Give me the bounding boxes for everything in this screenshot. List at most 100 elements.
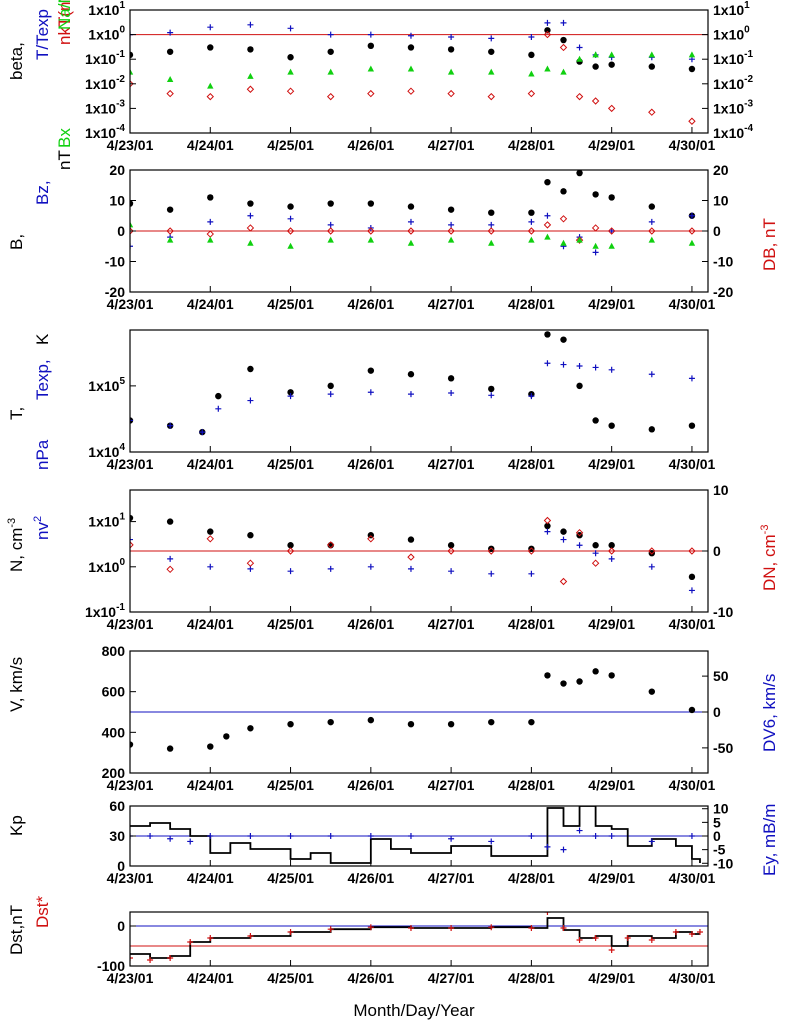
y-axis-label: nPa [33,439,52,470]
series-1-point [167,955,174,961]
series-1-point [544,19,551,26]
series-1-point [576,44,583,51]
series-1-point [648,218,655,225]
x-tick-label: 4/24/01 [187,456,234,472]
x-tick-label: 4/26/01 [347,616,394,632]
y-axis-label: Dst* [33,896,52,929]
series-1-point [367,389,374,396]
series-1-point [167,29,174,36]
y-tick-label: 0 [117,223,125,239]
series-2-point [591,559,600,567]
x-tick-label: 4/29/01 [588,137,635,153]
x-tick-label: 4/25/01 [267,970,314,986]
x-tick-label: 4/28/01 [508,137,555,153]
x-tick-label: 4/24/01 [187,777,234,793]
series-1-point [407,391,414,398]
series-2-point [543,221,552,229]
series-3-point [327,236,334,243]
series-group [130,912,703,963]
x-tick-label: 4/25/01 [267,870,314,886]
series-1-point [407,925,414,931]
series-0-point [327,48,334,55]
right-axis-label: DV6, km/s [760,674,779,752]
x-tick-label: 4/26/01 [347,137,394,153]
series-1-point [408,810,414,816]
x-tick-label: 4/29/01 [588,870,635,886]
series-1-point [609,819,615,825]
series-0-point [688,706,696,714]
series-1-point [528,33,535,40]
series-0-point [447,375,455,382]
series-0-point [247,365,254,373]
series-3-point [287,242,294,249]
series-3-point [608,51,615,58]
series-1-point [608,947,615,953]
series-1-point [167,835,174,842]
series-1-point [696,929,703,935]
series-1-point [648,937,655,943]
right-tick-label: 1x10-1 [713,49,753,67]
series-0-point [576,170,583,177]
series-2-point [447,227,455,235]
series-0-point [560,528,567,535]
series-0-point [528,545,535,553]
series-0-point [287,721,294,728]
series-0-point [592,417,599,424]
series-1-point [488,221,495,228]
series-2-point [607,104,616,113]
x-tick-label: 4/26/01 [347,777,394,793]
series-1-point [688,375,695,382]
series-0-point [488,545,495,553]
x-tick-label: 4/25/01 [267,777,314,793]
series-3-point [447,68,455,75]
y-tick-label: 1x100 [88,557,125,575]
y-axis-label: nkT(nPa) [55,0,74,45]
series-0-point [488,48,495,55]
series-1-point [448,390,455,397]
series-0-point [247,46,254,53]
series-1-point [688,212,695,219]
series-1-point [560,19,567,26]
right-tick-label: -10 [713,254,733,270]
series-3-point [648,236,656,243]
series-2-point [166,565,174,574]
series-1-point [648,563,655,570]
series-1-point [688,833,695,839]
series-1-point [688,931,695,937]
series-0-point [688,422,696,429]
series-0-point [608,422,615,429]
series-2-point [559,577,568,586]
series-0-point [544,179,551,186]
series-3-point [407,65,415,72]
series-1-point [648,371,655,378]
series-2-point [527,227,536,235]
series-1-point [544,212,551,219]
series-3-point [688,239,696,246]
x-tick-label: 4/29/01 [588,296,635,312]
series-2-point [575,236,584,244]
series-3-point [528,70,535,77]
y-axis-label: N, cm-3 [6,518,26,572]
x-tick-label: 4/29/01 [588,970,635,986]
series-2-point [591,97,600,105]
series-3-point [207,82,214,89]
series-0-point [608,672,615,679]
series-0-point [215,392,222,400]
series-1-point [327,926,334,933]
series-0-point [592,668,599,675]
x-tick-label: 4/29/01 [588,456,635,472]
y-axis-label: nv2 [32,516,52,540]
series-group [130,170,696,256]
right-tick-label: -10 [713,855,733,871]
series-0-point [560,680,567,687]
series-3-point [592,242,599,249]
y-tick-label: 1x105 [88,376,125,394]
series-0-point [367,716,375,724]
series-1-point [327,31,334,38]
series-0-point [166,206,174,213]
right-axis-label: DB, nT [760,218,779,271]
series-1-point [448,925,455,931]
series-3-point [544,233,551,240]
series-0-point [528,51,535,59]
series-1-point [649,817,655,823]
